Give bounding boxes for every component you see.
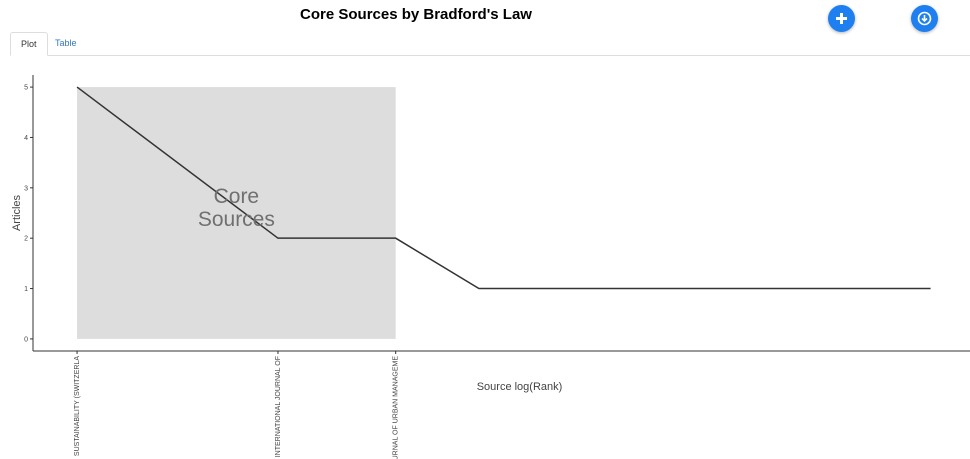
x-tick-label: JOURNAL OF URBAN MANAGEME xyxy=(393,356,400,459)
y-tick-label: 0 xyxy=(24,336,28,343)
y-tick-label: 3 xyxy=(24,185,28,192)
y-tick-label: 1 xyxy=(24,286,28,293)
chart-title: Core Sources by Bradford's Law xyxy=(300,6,532,23)
tab[interactable]: Table xyxy=(55,38,77,48)
data-line xyxy=(76,86,931,290)
tab[interactable]: Plot xyxy=(10,32,48,56)
tab-divider xyxy=(10,55,970,56)
x-tick-label: SUSTAINABILITY (SWITZERLA xyxy=(74,356,81,456)
add-button[interactable] xyxy=(828,5,855,32)
y-tick-label: 4 xyxy=(24,135,28,142)
core-region xyxy=(77,87,396,339)
y-tick-label: 2 xyxy=(24,236,28,243)
x-axis-label: Source log(Rank) xyxy=(477,381,563,393)
y-axis-label: Articles xyxy=(11,194,23,231)
download-button[interactable] xyxy=(911,5,938,32)
x-tick-label: INTERNATIONAL JOURNAL OF xyxy=(275,356,282,457)
annotation: Core Sources xyxy=(197,185,275,231)
y-tick-label: 5 xyxy=(24,85,28,92)
